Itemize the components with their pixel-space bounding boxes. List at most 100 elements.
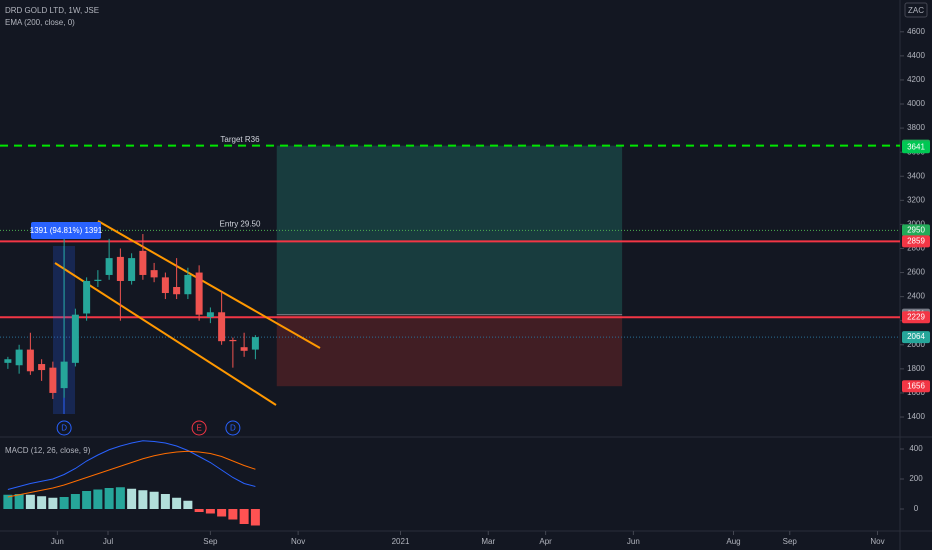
currency-box <box>904 2 928 18</box>
y-tick-label: 3000 <box>907 220 925 229</box>
macd-line <box>7 440 256 490</box>
price-label-box <box>902 224 930 237</box>
candle-body <box>26 349 34 372</box>
macd-histogram-bar <box>228 509 238 520</box>
y-tick-label: 4400 <box>907 51 925 60</box>
macd-histogram-bar <box>115 487 125 509</box>
candle-body <box>184 274 192 295</box>
y-tick-label: 1800 <box>907 364 925 373</box>
price-label-box <box>902 380 930 393</box>
price-label: 3641 <box>907 142 925 151</box>
y-tick-label: 2400 <box>907 292 925 301</box>
macd-histogram-bar <box>25 494 35 509</box>
chart-title: DRD GOLD LTD, 1W, JSE <box>5 6 99 15</box>
level-label: Entry 29.50 <box>220 220 261 229</box>
x-tick-label: Apr <box>539 537 552 546</box>
y-tick-label: 3200 <box>907 195 925 204</box>
macd-histogram-bar <box>59 497 69 509</box>
price-label-box <box>902 141 930 154</box>
measure-label-box <box>31 222 101 239</box>
macd-histogram-bar <box>149 491 159 509</box>
y-tick-label: 3400 <box>907 171 925 180</box>
macd-histogram-bar <box>172 497 182 509</box>
x-tick-label: Mar <box>481 537 495 546</box>
candle-body <box>49 367 57 393</box>
candle-body <box>139 250 147 275</box>
y-tick-label: 2000 <box>907 340 925 349</box>
x-tick-label: Jun <box>51 537 64 546</box>
x-tick-label: Aug <box>726 537 740 546</box>
currency: ZAC <box>908 6 924 15</box>
candle-body <box>71 314 79 363</box>
x-tick-label: Sep <box>203 537 218 546</box>
event-marker <box>191 420 207 436</box>
channel-upper <box>97 220 321 349</box>
loss-zone <box>276 314 623 387</box>
x-tick-label: Nov <box>291 537 305 546</box>
candle-body <box>240 347 248 351</box>
indicator-label: EMA (200, close, 0) <box>5 18 75 27</box>
macd-line <box>7 450 256 498</box>
y-tick-label: 1400 <box>907 412 925 421</box>
candle-body <box>4 359 12 363</box>
x-tick-label: Jul <box>103 537 113 546</box>
price-label: 1656 <box>907 381 925 390</box>
candle-body <box>173 286 181 295</box>
candle-body <box>150 270 158 278</box>
y-tick-label: 2600 <box>907 268 925 277</box>
candle-body <box>105 258 113 275</box>
candle-body <box>60 361 68 389</box>
x-tick-label: 2021 <box>392 537 410 546</box>
macd-y-tick-label: 400 <box>909 444 923 453</box>
macd-histogram-bar <box>194 509 204 512</box>
price-label-box <box>902 235 930 248</box>
candle-body <box>161 277 169 294</box>
macd-histogram-bar <box>183 500 193 509</box>
candle-body <box>128 258 136 281</box>
candle-body <box>116 256 124 281</box>
y-tick-label: 4000 <box>907 99 925 108</box>
price-label: 2950 <box>907 226 925 235</box>
candle-body <box>251 337 259 350</box>
level-label: Target R36 <box>220 135 260 144</box>
event-label: D <box>230 424 236 433</box>
macd-y-tick-label: 0 <box>914 504 919 513</box>
y-tick-label: 4600 <box>907 27 925 36</box>
macd-histogram-bar <box>37 496 47 509</box>
candle-body <box>195 272 203 315</box>
candle-body <box>15 349 23 366</box>
x-tick-label: Sep <box>783 537 798 546</box>
candle-body <box>206 312 214 318</box>
macd-histogram-bar <box>217 509 227 517</box>
price-label: 2064 <box>907 332 925 341</box>
macd-histogram-bar <box>70 494 80 509</box>
macd-histogram-bar <box>160 494 170 509</box>
y-tick-label: 2800 <box>907 244 925 253</box>
candle-body <box>229 339 237 342</box>
price-label-box <box>902 331 930 344</box>
macd-histogram-bar <box>127 488 137 509</box>
price-label: 2229 <box>907 312 925 321</box>
price-label: 2859 <box>907 236 925 245</box>
y-tick-label: 3800 <box>907 123 925 132</box>
macd-histogram-bar <box>3 494 13 509</box>
macd-histogram-bar <box>82 491 92 509</box>
candle-body <box>218 312 226 342</box>
candle-body <box>38 364 46 371</box>
event-marker <box>56 420 72 436</box>
y-tick-label: 4200 <box>907 75 925 84</box>
macd-histogram-bar <box>14 494 24 509</box>
x-tick-label: Jun <box>627 537 640 546</box>
macd-histogram-bar <box>104 488 114 509</box>
macd-histogram-bar <box>205 509 215 514</box>
macd-histogram-bar <box>48 497 58 509</box>
event-label: D <box>61 424 67 433</box>
channel-lower <box>54 262 277 406</box>
candle-body <box>94 279 102 281</box>
macd-y-tick-label: 200 <box>909 474 923 483</box>
macd-title: MACD (12, 26, close, 9) <box>5 446 91 455</box>
macd-histogram-bar <box>239 509 249 524</box>
macd-histogram-bar <box>250 509 260 526</box>
